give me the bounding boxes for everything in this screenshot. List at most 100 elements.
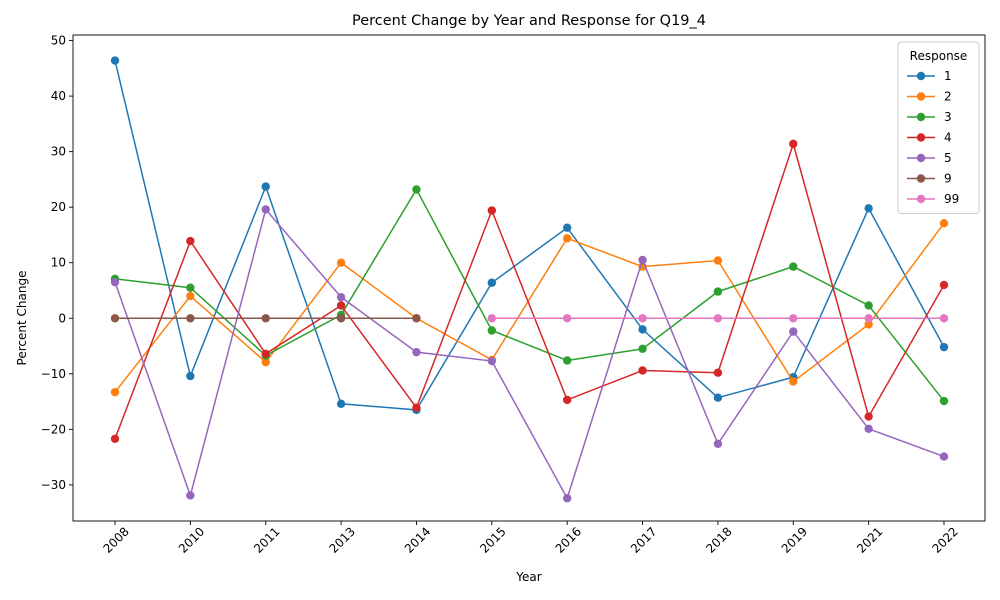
data-point xyxy=(412,347,421,357)
data-point xyxy=(789,314,798,323)
legend-swatch-marker xyxy=(916,112,926,122)
data-point xyxy=(939,280,949,290)
data-point xyxy=(487,326,497,335)
legend-title: Response xyxy=(910,49,968,63)
data-point xyxy=(713,287,723,296)
data-point xyxy=(336,292,346,302)
y-tick-label: 0 xyxy=(58,311,66,325)
data-point xyxy=(336,399,346,409)
data-point xyxy=(562,234,572,243)
data-point xyxy=(789,327,798,336)
data-point xyxy=(186,371,195,381)
data-point xyxy=(110,314,120,323)
series-line xyxy=(114,207,945,501)
data-point xyxy=(562,356,572,365)
data-point xyxy=(864,301,873,310)
legend-swatch-marker xyxy=(916,174,926,183)
legend-swatch-marker xyxy=(916,133,926,142)
series-line xyxy=(114,187,945,402)
data-point xyxy=(939,342,949,352)
data-point xyxy=(110,56,120,65)
legend-swatch-marker xyxy=(916,194,926,204)
data-point xyxy=(261,357,270,367)
data-point xyxy=(261,349,270,359)
legend-entry: 2 xyxy=(944,90,952,104)
data-point xyxy=(638,325,647,334)
data-point xyxy=(864,320,873,329)
legend-swatch-marker xyxy=(916,153,926,163)
data-point xyxy=(412,185,421,194)
legend-swatch-marker xyxy=(916,71,926,81)
y-tick-label: 10 xyxy=(51,256,66,270)
data-point xyxy=(186,491,195,500)
data-point xyxy=(487,206,497,215)
data-point xyxy=(261,205,270,214)
data-point xyxy=(713,256,723,265)
data-point xyxy=(864,412,873,421)
legend-swatch-marker xyxy=(916,92,926,101)
legend-box xyxy=(897,41,980,214)
data-point xyxy=(186,314,195,323)
legend-entry: 5 xyxy=(944,151,952,165)
data-point xyxy=(562,314,572,323)
data-point xyxy=(186,283,195,292)
y-tick-label: 50 xyxy=(51,34,66,48)
data-point xyxy=(412,403,421,412)
data-point xyxy=(487,278,497,287)
data-point xyxy=(261,314,270,323)
data-point xyxy=(638,255,647,265)
data-point xyxy=(336,258,346,267)
data-point xyxy=(110,434,120,443)
data-point xyxy=(412,314,421,323)
data-point xyxy=(713,368,723,377)
legend-entry: 99 xyxy=(944,192,959,206)
data-point xyxy=(864,424,873,433)
data-point xyxy=(864,314,873,323)
series-99 xyxy=(487,314,949,323)
data-point xyxy=(864,204,873,213)
data-point xyxy=(562,395,572,405)
y-tick-label: 40 xyxy=(51,89,66,103)
data-point xyxy=(186,236,195,246)
y-tick-label: −10 xyxy=(41,367,66,381)
series-line xyxy=(114,222,945,393)
legend-entry: 4 xyxy=(944,131,952,145)
data-point xyxy=(336,301,346,310)
data-point xyxy=(713,439,723,448)
series-5 xyxy=(110,205,949,503)
series-9 xyxy=(110,314,421,323)
data-point xyxy=(110,277,120,287)
data-point xyxy=(789,262,798,271)
data-point xyxy=(939,452,949,461)
data-point xyxy=(789,139,798,149)
data-point xyxy=(261,182,270,191)
data-point xyxy=(562,223,572,232)
data-point xyxy=(713,393,723,402)
x-axis-label: Year xyxy=(515,570,541,584)
data-point xyxy=(939,314,949,323)
y-tick-label: −30 xyxy=(41,478,66,492)
series-4 xyxy=(110,139,949,443)
data-point xyxy=(638,344,647,354)
data-point xyxy=(186,291,195,301)
legend-entry: 9 xyxy=(944,172,952,186)
data-point xyxy=(638,314,647,323)
data-point xyxy=(713,314,723,323)
y-axis-label: Percent Change xyxy=(15,271,29,366)
data-point xyxy=(487,356,497,366)
data-point xyxy=(789,377,798,386)
data-point xyxy=(939,219,949,228)
y-tick-label: 20 xyxy=(51,200,66,214)
data-point xyxy=(939,396,949,406)
legend-entry: 1 xyxy=(944,69,952,83)
data-point xyxy=(336,314,346,323)
data-point xyxy=(562,494,572,503)
chart-title: Percent Change by Year and Response for … xyxy=(352,13,706,29)
y-tick-label: −20 xyxy=(41,422,66,436)
series-line xyxy=(114,141,945,440)
data-point xyxy=(110,387,120,397)
legend-entry: 3 xyxy=(944,110,952,124)
